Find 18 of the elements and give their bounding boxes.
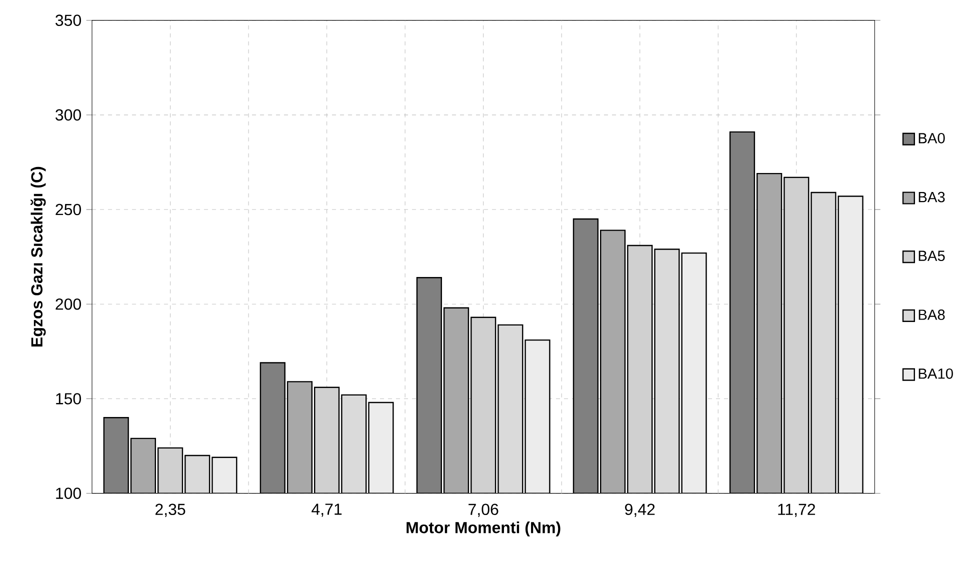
x-tick-label: 2,35 bbox=[156, 504, 186, 517]
x-axis-title: Motor Momenti (Nm) bbox=[406, 521, 560, 536]
x-tick-label: 4,71 bbox=[312, 504, 342, 517]
y-tick-label: 200 bbox=[56, 298, 81, 310]
y-tick-label: 350 bbox=[56, 14, 81, 26]
y-tick-label: 300 bbox=[56, 109, 81, 121]
x-tick-label: 7,06 bbox=[468, 504, 498, 517]
x-tick-label: 11,72 bbox=[778, 504, 816, 517]
x-tick-label: 9,42 bbox=[625, 504, 655, 517]
legend-label: BA8 bbox=[918, 310, 945, 320]
legend-label: BA0 bbox=[918, 132, 945, 144]
y-tick-label: 100 bbox=[56, 488, 81, 499]
y-axis-title: Egzos Gazı Sıcaklığı (C) bbox=[30, 166, 46, 346]
y-tick-label: 150 bbox=[56, 393, 81, 404]
legend-label: BA10 bbox=[918, 368, 953, 379]
legend-label: BA3 bbox=[918, 192, 945, 202]
legend-label: BA5 bbox=[918, 250, 945, 262]
y-tick-label: 250 bbox=[56, 204, 81, 216]
